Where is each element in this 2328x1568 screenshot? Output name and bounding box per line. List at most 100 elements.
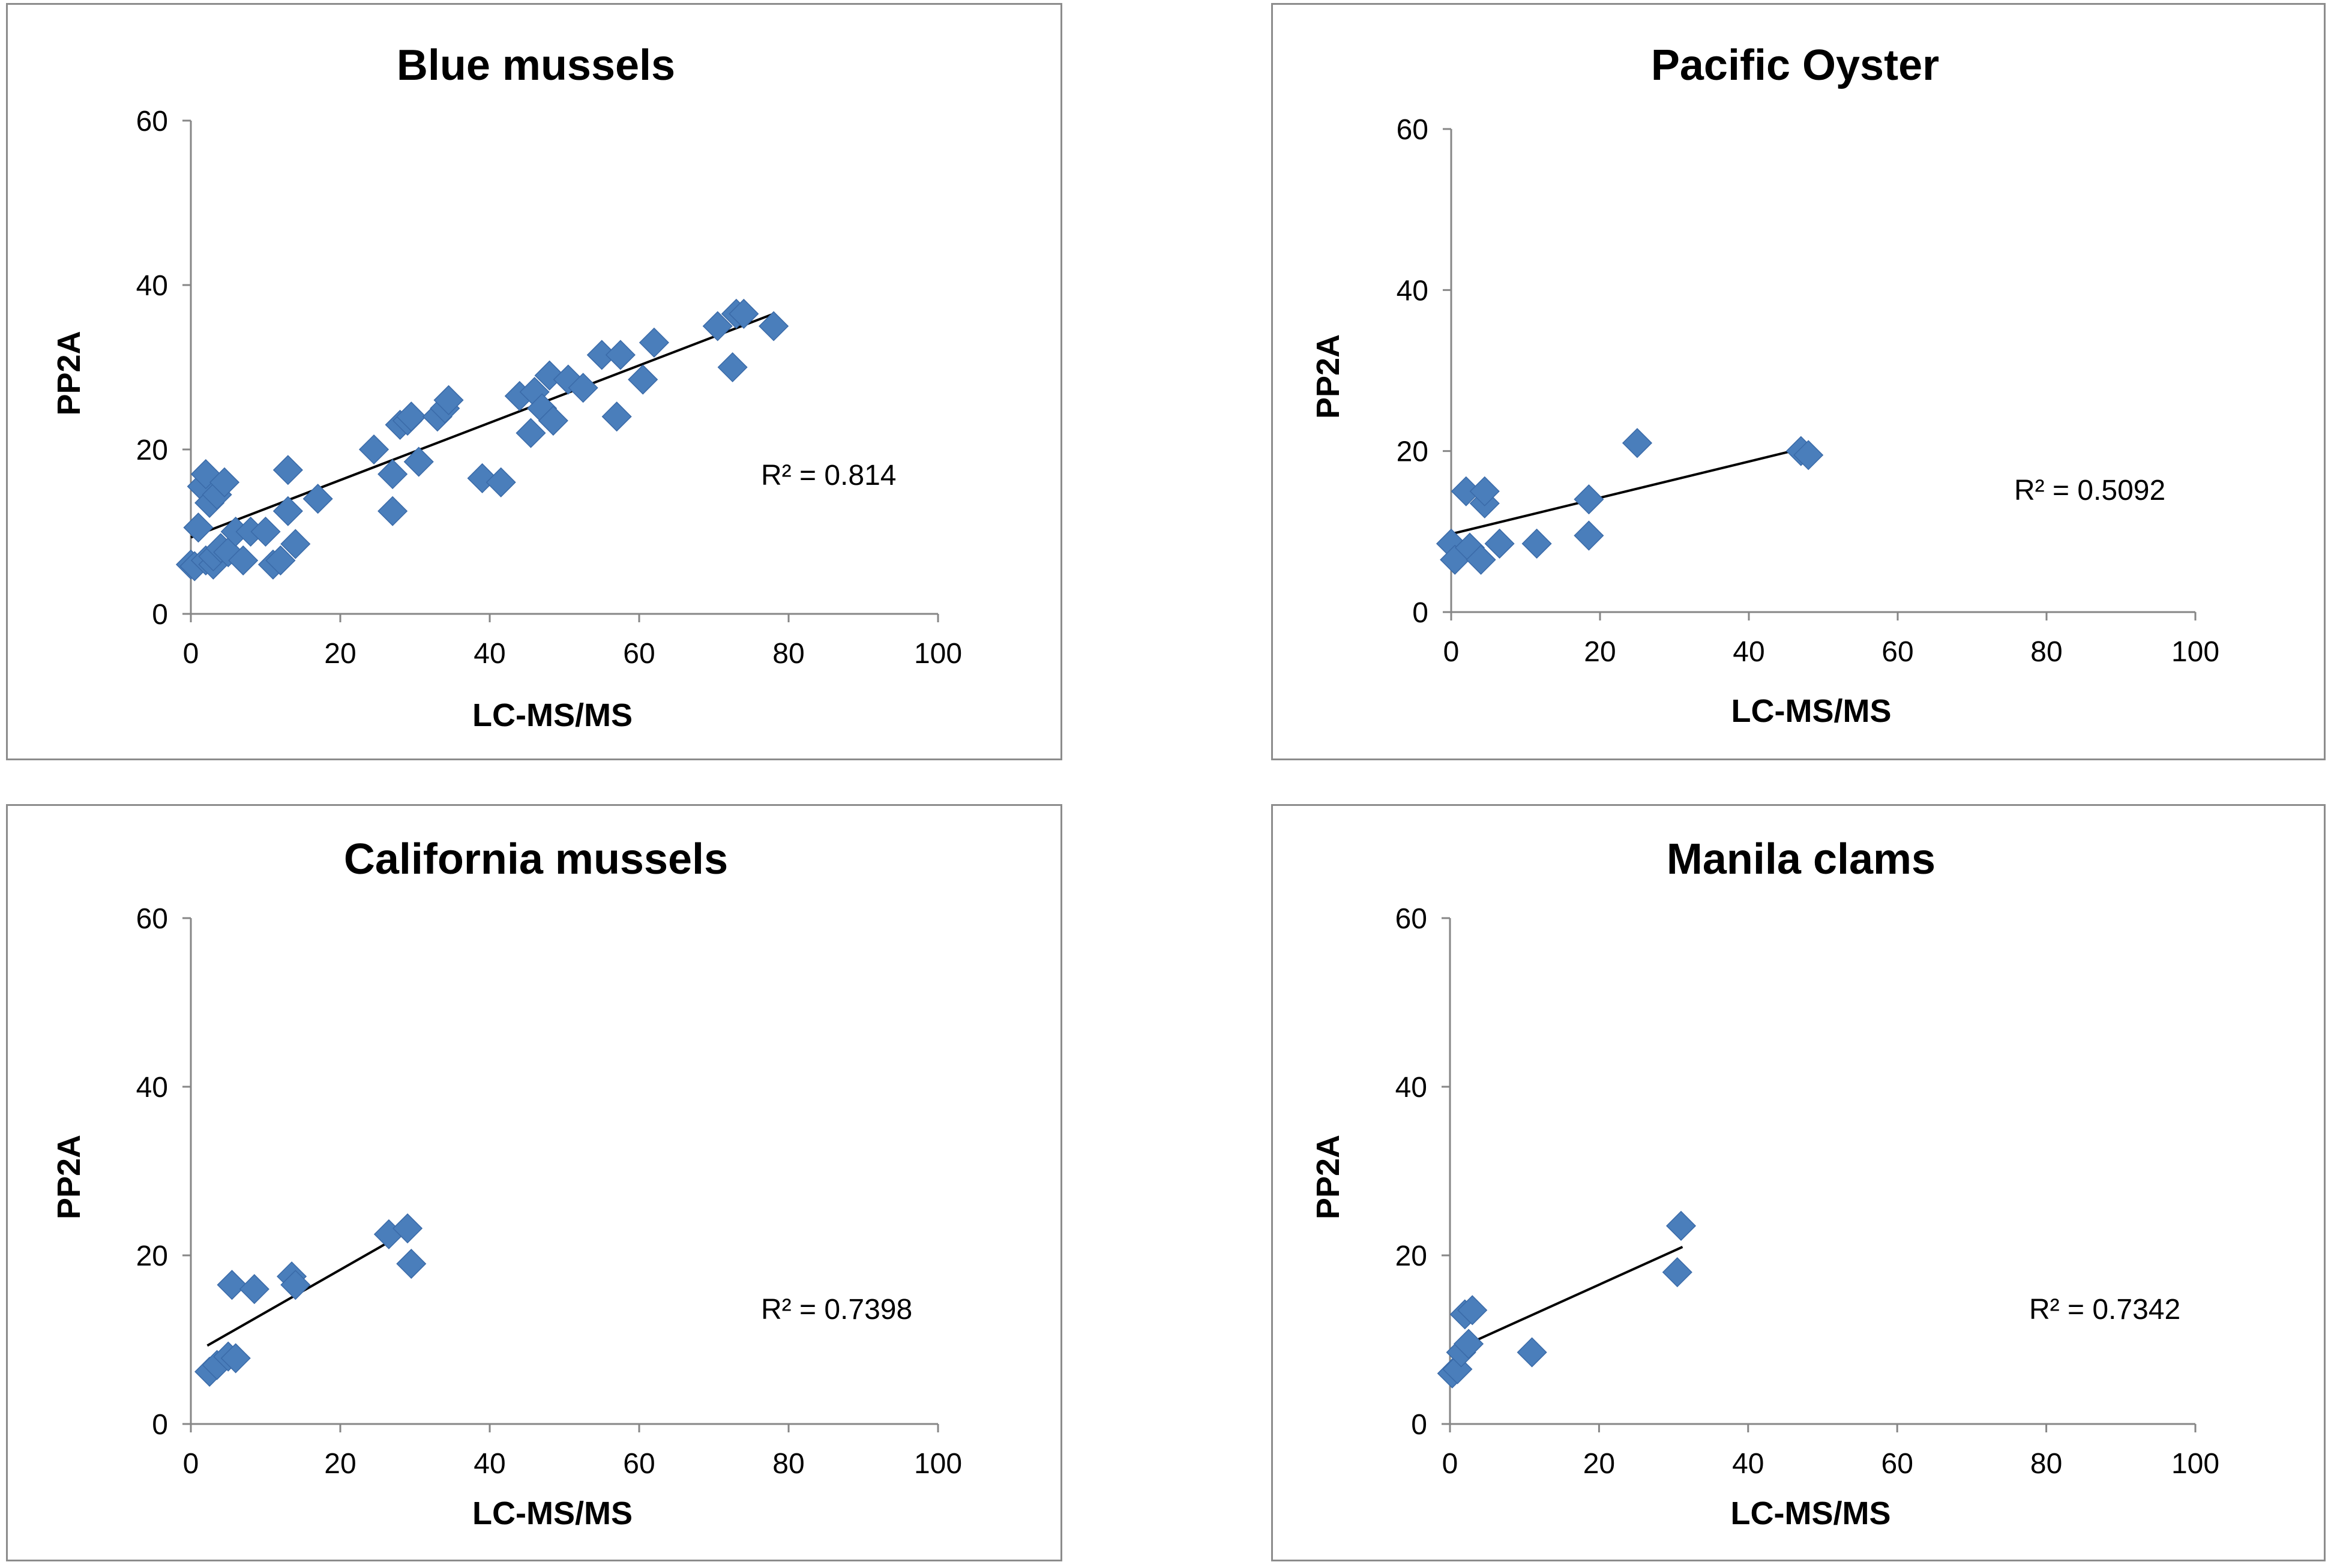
chart-title: Blue mussels	[397, 41, 675, 89]
data-point	[628, 364, 658, 395]
trendline	[206, 1229, 411, 1347]
data-point	[759, 311, 789, 341]
data-point	[358, 434, 390, 465]
x-tick-label: 100	[2171, 636, 2219, 668]
chart-title: Manila clams	[1667, 835, 1935, 883]
chart-svg-blue-mussels: Blue mussels 0 20 40 60 0 20 40 60 80 100 LC-MS/MS P…	[51, 41, 962, 733]
data-point	[392, 1213, 423, 1244]
x-tick-label: 80	[772, 638, 804, 670]
data-point	[1574, 484, 1604, 515]
data-point	[272, 496, 303, 526]
data-point	[1665, 1210, 1697, 1241]
data-point	[217, 1270, 247, 1300]
data-point	[228, 545, 259, 576]
y-axis-title: PP2A	[1310, 334, 1346, 419]
data-point	[702, 311, 733, 341]
x-tick-label: 0	[183, 1448, 199, 1480]
data-point	[1622, 428, 1653, 458]
chart-panel-pacific-oyster: Pacific Oyster 0 20 40 60 0 20 40 60 80 100 LC-MS/M…	[1271, 3, 2326, 760]
data-point	[265, 545, 296, 576]
data-point	[639, 327, 669, 358]
x-tick-label: 40	[1733, 636, 1764, 668]
y-tick-label: 20	[136, 434, 168, 466]
y-tick-label: 60	[1395, 903, 1427, 935]
y-tick-label: 20	[136, 1240, 168, 1272]
data-point	[1469, 476, 1500, 506]
data-point	[250, 516, 281, 547]
chart-panel-blue-mussels: Blue mussels 0 20 40 60 0 20 40 60 80 100 LC-MS/MS P…	[6, 3, 1062, 760]
x-tick-label: 20	[324, 1448, 356, 1480]
data-point	[272, 455, 303, 485]
x-tick-label: 0	[183, 638, 199, 670]
y-tick-label: 60	[1397, 114, 1428, 146]
x-tick-label: 0	[1442, 1448, 1458, 1480]
y-tick-label: 0	[152, 599, 168, 631]
data-point	[433, 385, 464, 415]
x-tick-label: 60	[1881, 1448, 1913, 1480]
x-axis-title: LC-MS/MS	[1731, 1495, 1891, 1531]
y-tick-label: 40	[1395, 1072, 1427, 1104]
y-tick-label: 40	[1397, 275, 1428, 307]
data-point	[516, 418, 546, 448]
data-point	[538, 405, 568, 436]
data-point	[1457, 1295, 1488, 1326]
y-axis-title: PP2A	[51, 1135, 87, 1219]
data-point	[1793, 440, 1824, 470]
x-tick-label: 60	[623, 638, 655, 670]
y-tick-label: 40	[136, 1072, 168, 1104]
data-point	[1484, 528, 1515, 559]
y-tick-label: 0	[152, 1409, 168, 1441]
x-tick-label: 0	[1443, 636, 1460, 668]
data-point	[486, 467, 516, 497]
data-point	[403, 446, 434, 477]
chart-panel-manila-clams: Manila clams 0 20 40 60 0 20 40 60 80 100 LC-MS/MS P…	[1271, 804, 2326, 1561]
data-point	[302, 484, 333, 514]
trendline	[1451, 446, 1809, 535]
data-point	[1453, 1329, 1484, 1359]
trendline	[190, 313, 774, 539]
y-tick-label: 0	[1412, 597, 1428, 629]
data-point	[601, 401, 632, 432]
data-point	[209, 467, 240, 497]
r-squared-label: R² = 0.7398	[761, 1294, 912, 1326]
data-point	[377, 496, 408, 526]
x-tick-label: 20	[1583, 1448, 1615, 1480]
x-axis-title: LC-MS/MS	[1731, 693, 1892, 729]
y-tick-label: 0	[1411, 1409, 1427, 1441]
x-tick-label: 40	[474, 1448, 505, 1480]
y-axis-title: PP2A	[1310, 1135, 1346, 1219]
y-tick-label: 60	[136, 903, 168, 935]
data-point	[1574, 520, 1604, 551]
data-point	[396, 401, 427, 432]
r-squared-label: R² = 0.5092	[2014, 475, 2165, 506]
y-tick-label: 40	[136, 270, 168, 302]
x-tick-label: 40	[1732, 1448, 1764, 1480]
x-tick-label: 80	[772, 1448, 804, 1480]
data-point	[280, 529, 311, 559]
y-tick-label: 20	[1397, 436, 1428, 468]
x-axis-title: LC-MS/MS	[472, 1495, 633, 1531]
y-axis-title: PP2A	[51, 331, 87, 415]
y-tick-label: 60	[136, 106, 168, 137]
data-point	[396, 1248, 427, 1279]
data-point	[1662, 1257, 1692, 1288]
data-point	[183, 512, 214, 543]
data-point	[1517, 1337, 1547, 1368]
data-point	[717, 352, 748, 383]
data-point	[377, 459, 408, 490]
x-tick-label: 80	[2030, 636, 2062, 668]
data-point	[729, 298, 759, 329]
x-tick-label: 60	[623, 1448, 655, 1480]
x-tick-label: 100	[914, 1448, 962, 1480]
chart-title: Pacific Oyster	[1651, 41, 1939, 89]
chart-svg-pacific-oyster: Pacific Oyster 0 20 40 60 0 20 40 60 80 100 LC-MS/M…	[1310, 41, 2219, 729]
r-squared-label: R² = 0.814	[761, 460, 896, 491]
x-tick-label: 60	[1881, 636, 1913, 668]
r-squared-label: R² = 0.7342	[2029, 1294, 2180, 1326]
data-point	[568, 373, 598, 403]
x-tick-label: 20	[324, 638, 356, 670]
trendline	[1451, 1246, 1683, 1353]
chart-svg-california-mussels: California mussels 0 20 40 60 0 20 40 60 80 100 LC-…	[51, 835, 962, 1531]
data-point	[280, 1270, 311, 1300]
x-tick-label: 100	[2171, 1448, 2219, 1480]
